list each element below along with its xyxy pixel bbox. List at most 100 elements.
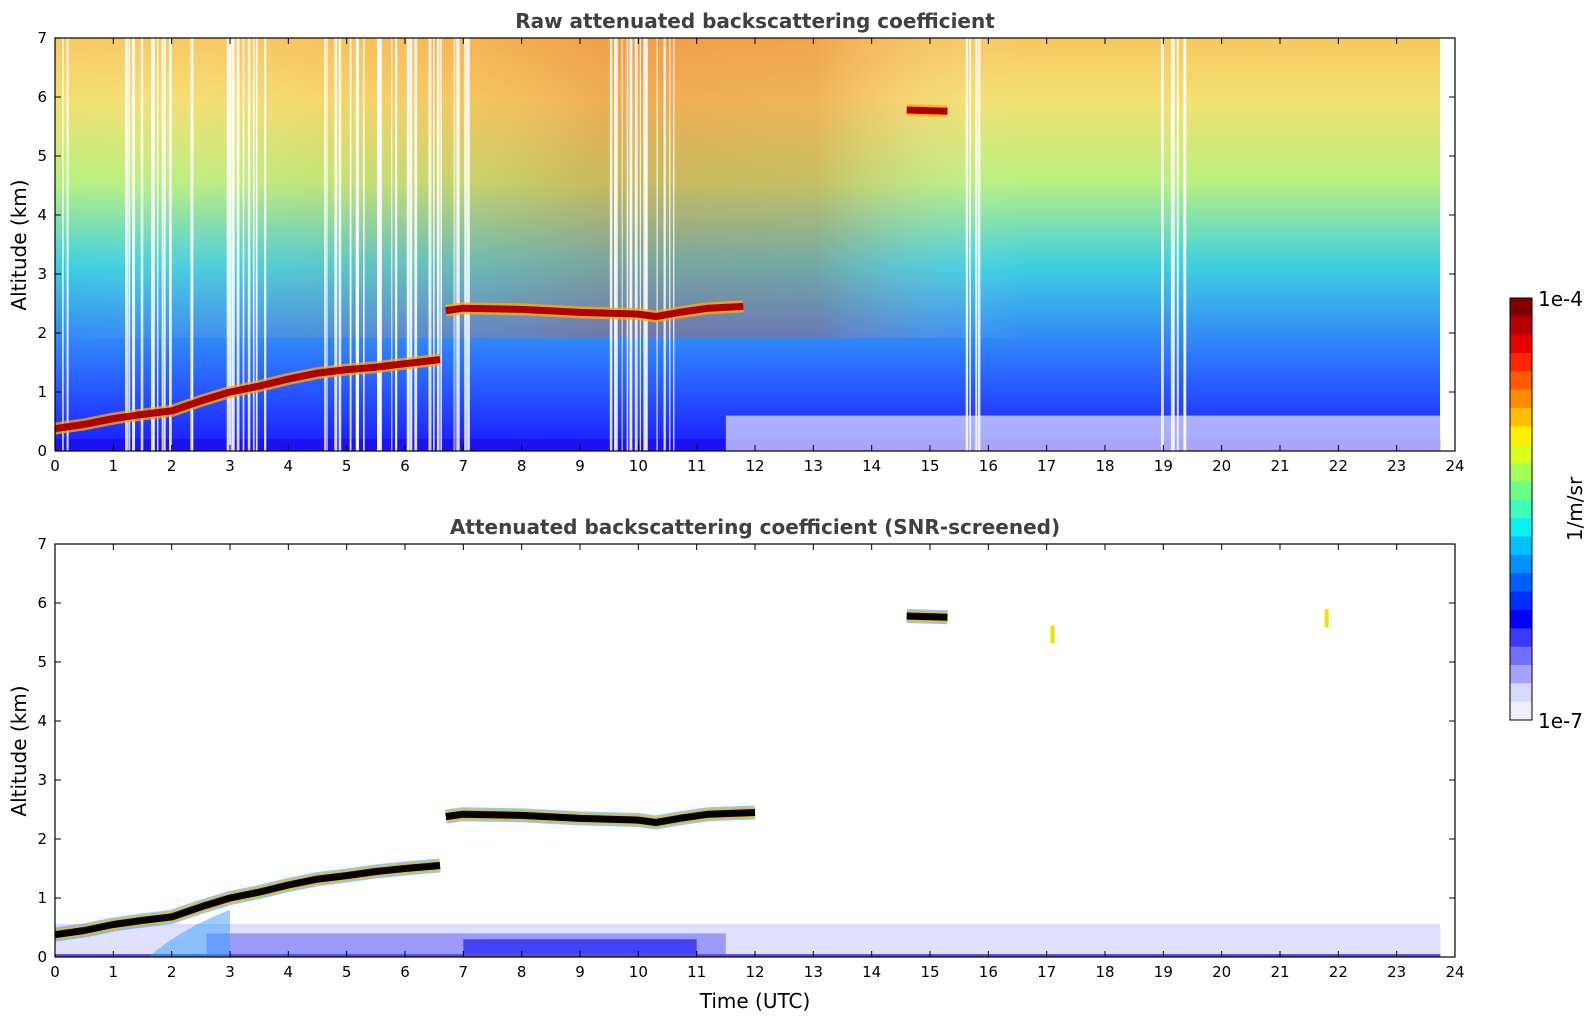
raw-dropout-stripe (255, 38, 258, 451)
colorbar-swatch (1510, 353, 1532, 372)
colorbar: 1e-4 1e-7 1/m/sr (1509, 287, 1587, 733)
raw-dropout-stripe (621, 38, 623, 451)
raw-dropout-stripe (395, 38, 398, 451)
colorbar-swatch (1510, 298, 1532, 317)
colorbar-swatch (1510, 371, 1532, 391)
colorbar-swatch (1510, 518, 1532, 538)
colorbar-swatch (1510, 628, 1532, 648)
raw-y-tick-label: 2 (37, 324, 47, 342)
raw-dropout-stripe (334, 38, 338, 451)
colorbar-swatch (1510, 389, 1532, 409)
raw-x-tick-label: 16 (979, 457, 998, 475)
raw-dropout-stripe (132, 38, 136, 451)
raw-dropout-stripe (161, 38, 164, 451)
snr-x-tick-label: 22 (1329, 963, 1348, 981)
raw-dropout-stripe (125, 38, 128, 451)
snr-y-axis-label: Altitude (km) (7, 685, 31, 816)
raw-dropout-stripe (242, 38, 245, 451)
colorbar-swatch (1510, 591, 1532, 611)
raw-dropout-stripe (236, 38, 240, 451)
colorbar-scale (1510, 298, 1532, 721)
colorbar-swatch (1510, 609, 1532, 629)
snr-x-tick-label: 4 (284, 963, 294, 981)
snr-x-tick-label: 16 (979, 963, 998, 981)
raw-y-tick-label: 4 (37, 206, 47, 224)
raw-y-tick-label: 6 (37, 88, 47, 106)
raw-y-tick-label: 0 (37, 442, 47, 460)
raw-x-tick-label: 4 (284, 457, 294, 475)
raw-dropout-stripe (1170, 38, 1174, 451)
raw-dropout-stripe (163, 38, 166, 451)
colorbar-swatch (1510, 408, 1532, 427)
snr-y-tick-label: 7 (37, 535, 47, 553)
raw-dropout-stripe (1183, 38, 1186, 451)
raw-dropout-stripe (663, 38, 666, 451)
raw-dropout-stripe (614, 38, 616, 451)
raw-dropout-stripe (634, 38, 638, 451)
snr-dense-band (463, 939, 697, 955)
raw-dropout-stripe (252, 38, 255, 451)
snr-x-axis: 0 1 2 3 4 5 6 7 8 9 10 11 12 13 14 15 16 17 18 19 20 21 22 23 24 (50, 544, 1465, 981)
colorbar-swatch (1510, 536, 1532, 556)
raw-dropout-stripe (645, 38, 648, 451)
snr-surface-line (55, 954, 1441, 957)
raw-x-tick-label: 6 (400, 457, 410, 475)
raw-y-tick-label: 1 (37, 383, 47, 401)
raw-dropout-stripe (453, 38, 455, 451)
raw-x-tick-label: 18 (1095, 457, 1114, 475)
raw-dropout-stripe (414, 38, 418, 451)
raw-dropout-stripe (464, 38, 467, 451)
colorbar-swatch (1510, 701, 1532, 721)
layer-boundary-layer-top (55, 356, 441, 433)
raw-dropout-stripe (409, 38, 413, 451)
raw-dropout-stripe (626, 38, 629, 451)
raw-dropout-stripe (377, 38, 380, 451)
raw-dropout-stripe (1161, 38, 1164, 451)
raw-dropout-stripe (407, 38, 410, 451)
raw-dropout-stripe (379, 38, 382, 451)
raw-panel-title: Raw attenuated backscattering coefficien… (515, 9, 995, 33)
raw-dropout-stripe (231, 38, 233, 451)
raw-dropout-stripe (156, 38, 159, 451)
snr-plume (148, 909, 230, 957)
raw-dropout-stripe (969, 38, 971, 451)
snr-x-tick-label: 5 (342, 963, 352, 981)
layer-elevated-layer (445, 302, 744, 320)
raw-x-tick-label: 2 (167, 457, 177, 475)
snr-x-tick-label: 3 (225, 963, 235, 981)
snr-x-tick-label: 15 (920, 963, 939, 981)
raw-dropout-stripe (1172, 38, 1175, 451)
snr-y-tick-label: 1 (37, 889, 47, 907)
snr-y-tick-label: 5 (37, 653, 47, 671)
raw-x-tick-label: 23 (1387, 457, 1406, 475)
raw-heatmap-field (55, 38, 1455, 451)
snr-y-axis: 0 1 2 3 4 5 6 7 (37, 535, 1455, 966)
raw-backscatter-panel: Raw attenuated backscattering coefficien… (7, 9, 1465, 475)
colorbar-swatch (1510, 481, 1532, 501)
raw-dropout-stripe (228, 38, 232, 451)
raw-dropout-stripe (232, 38, 235, 451)
colorbar-swatch (1510, 573, 1532, 593)
colorbar-swatch (1510, 554, 1532, 574)
snr-x-tick-label: 7 (459, 963, 469, 981)
raw-x-tick-label: 1 (109, 457, 119, 475)
raw-dropout-stripe (975, 38, 978, 451)
snr-y-tick-label: 3 (37, 771, 47, 789)
snr-x-tick-label: 21 (1270, 963, 1289, 981)
raw-x-tick-label: 21 (1270, 457, 1289, 475)
raw-x-tick-label: 24 (1445, 457, 1464, 475)
snr-x-tick-label: 8 (517, 963, 527, 981)
raw-dropout-stripe (191, 38, 194, 451)
colorbar-min-label: 1e-7 (1538, 709, 1583, 733)
raw-dropout-stripe (669, 38, 671, 451)
colorbar-swatch (1510, 334, 1532, 354)
raw-dropout-stripe (391, 38, 393, 451)
raw-x-tick-label: 17 (1037, 457, 1056, 475)
snr-x-tick-label: 23 (1387, 963, 1406, 981)
snr-x-tick-label: 14 (862, 963, 881, 981)
raw-dropout-stripe (615, 38, 618, 451)
colorbar-swatch (1510, 316, 1532, 336)
snr-x-tick-label: 20 (1212, 963, 1231, 981)
layer-small-patch (1050, 625, 1055, 644)
raw-y-tick-label: 3 (37, 265, 47, 283)
